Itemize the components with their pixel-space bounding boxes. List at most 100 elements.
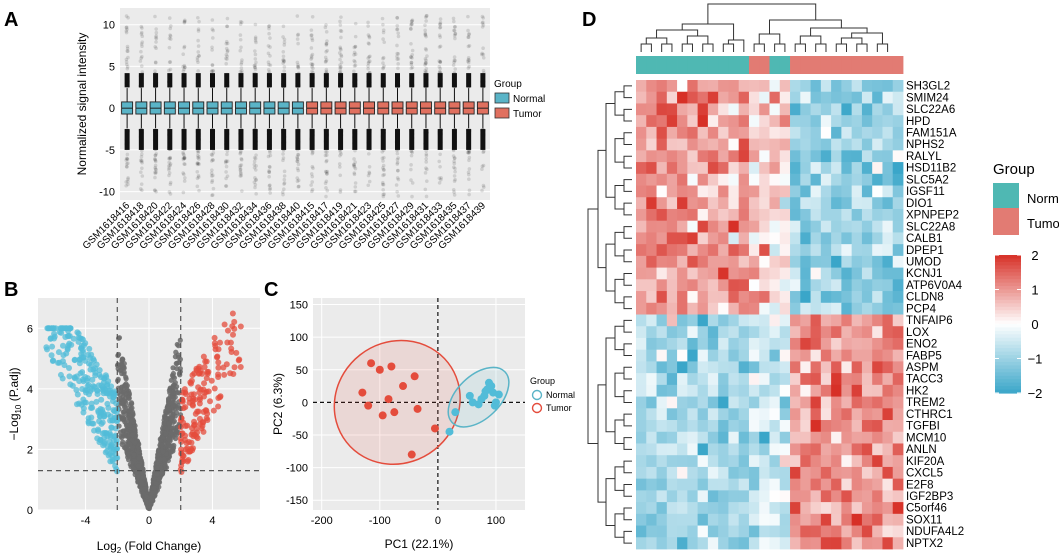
panel-d-cell [728,302,740,315]
panel-d-cell [728,197,740,210]
panel-d-col-dendro [640,43,652,52]
panel-a-outlier [168,192,173,196]
panel-b-point-down [47,335,54,342]
panel-a-dense-upper [266,73,272,88]
panel-a-outlier [154,189,158,194]
panel-d-cell [851,126,863,140]
panel-d-gene-label: TNFAIP6 [906,315,953,327]
panel-b-point-down [104,400,111,407]
panel-d-cell [759,466,770,480]
panel-d-row-dendro [623,272,632,286]
panel-d-cell [861,255,873,268]
panel-a-outlier [139,170,143,175]
panel-d-cell [646,420,657,433]
panel-d-cell [790,502,801,515]
panel-d-cell [728,208,740,222]
panel-d-cell [646,408,657,421]
panel-d-colorbar-segment [995,358,1021,363]
panel-a-outlier [437,159,442,164]
panel-d-cell [656,126,668,140]
panel-d-cell [892,150,904,163]
panel-d-cell [810,115,822,128]
panel-a-outlier [381,61,385,65]
panel-a-outlier [139,32,144,36]
panel-a-outlier [266,154,271,159]
panel-d-col-dendro [681,43,693,52]
panel-d-colorbar-segment [995,348,1021,353]
panel-a-outlier [254,60,258,65]
panel-a-outlier [338,66,343,71]
panel-a-outlier [238,167,243,172]
panel-a-outlier [409,19,414,24]
panel-a-outlier [352,53,356,57]
panel-a-outlier [352,64,357,68]
panel-d-cell [800,525,811,538]
panel-d-cell [882,396,894,409]
panel-a-outlier [353,34,358,39]
panel-a-outlier [325,39,329,43]
panel-d-cell [851,513,863,526]
panel-a-outlier [210,45,214,50]
panel-a-outlier [153,170,157,175]
panel-d-cell [666,138,678,151]
panel-d-colorbar: 210−1−2 [995,248,1042,401]
panel-a-outlier [396,62,400,66]
panel-d-cell [687,255,699,268]
panel-a-outlier [252,156,257,160]
panel-d-cell [646,466,657,480]
panel-a-outlier [423,31,428,36]
panel-d-cell [738,197,750,210]
panel-d-cell [738,302,750,315]
panel-d-cell [707,490,719,503]
panel-a-outlier [324,59,328,64]
panel-d-cell [677,525,688,538]
panel-d-row-dendro [623,530,632,544]
panel-d-col-dendro [686,35,709,44]
panel-d-cell [861,220,873,233]
panel-a-outlier [339,65,343,69]
panel-d-cell [872,478,883,491]
panel-a-outlier [467,177,471,182]
panel-b-point-down [80,409,87,416]
panel-d-cell [851,455,863,468]
panel-d-cell [790,373,801,386]
panel-b-point-ns [128,400,135,406]
panel-d-cell [646,455,657,468]
panel-a-outlier [366,60,371,64]
panel-a-outlier [380,182,385,187]
panel-d-cell [882,478,894,491]
panel-d-cell [790,115,801,128]
panel-a-outlier [167,173,171,178]
panel-d-cell [841,537,853,550]
panel-d-cell [851,197,863,210]
panel-a-outlier [396,194,401,198]
panel-d-cell [872,420,883,433]
panel-d-cell [646,361,657,374]
panel-d-cell [892,408,904,421]
panel-d-cell [872,349,883,362]
panel-d-cell [810,244,822,257]
panel-d-cell [800,291,811,304]
panel-d-cell [861,384,873,397]
panel-a-outlier [210,153,215,157]
panel-b-point-down [95,382,102,389]
panel-a-outlier [324,153,329,157]
panel-d-cell [707,349,719,362]
panel-a-outlier [309,57,313,61]
panel-d-colorbar-segment [995,324,1021,329]
panel-d-cell [759,302,770,315]
panel-d-cell [738,408,750,421]
panel-d-cell [707,396,719,409]
panel-d-cell [748,466,760,480]
panel-a-outlier [338,19,342,24]
panel-d-cell [779,466,791,480]
panel-d-cell [759,396,770,409]
panel-a-outlier [140,54,144,59]
panel-d-cell [861,326,873,339]
panel-d-cell [718,103,729,116]
panel-d-cell [738,537,750,550]
panel-d-cell [656,396,668,409]
panel-a-outlier [324,170,329,174]
panel-d-cell [790,267,801,280]
panel-a-outlier [338,65,342,70]
